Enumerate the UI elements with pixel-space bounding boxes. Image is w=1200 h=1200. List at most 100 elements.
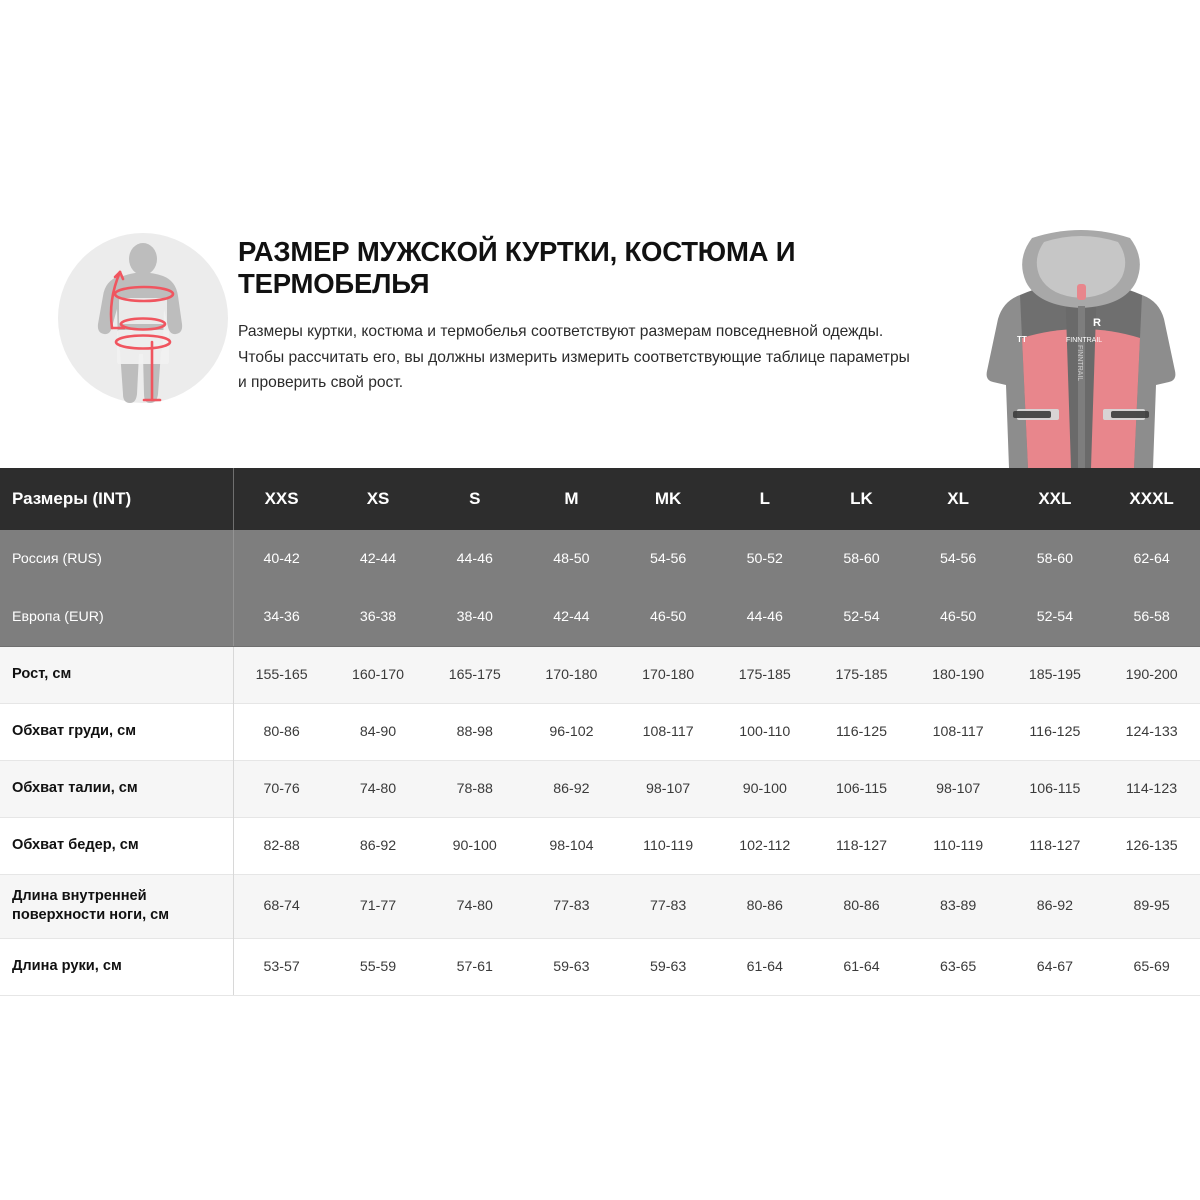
- cell-inseam-xxl: 86-92: [1006, 873, 1104, 938]
- cell-eur-xxl: 52-54: [1006, 588, 1104, 647]
- table-row-eur: Европа (EUR) 34-36 36-38 38-40 42-44 46-…: [0, 588, 1200, 647]
- cell-inseam-mk: 77-83: [619, 873, 717, 938]
- cell-hips-xl: 110-119: [909, 816, 1007, 874]
- cell-height-mk: 170-180: [619, 645, 717, 703]
- cell-height-xxs: 155-165: [233, 645, 330, 703]
- svg-text:FINNTRAIL: FINNTRAIL: [1066, 337, 1102, 344]
- svg-text:FINNTRAIL: FINNTRAIL: [1076, 345, 1083, 381]
- cell-chest-xxl: 116-125: [1006, 702, 1104, 760]
- cell-eur-mk: 46-50: [619, 588, 717, 647]
- cell-waist-l: 90-100: [716, 759, 814, 817]
- column-header-xs: XS: [366, 489, 390, 508]
- cell-chest-lk: 116-125: [813, 702, 910, 760]
- cell-hips-mk: 110-119: [619, 816, 717, 874]
- column-header-lk: LK: [850, 489, 873, 508]
- cell-eur-m: 42-44: [523, 588, 620, 647]
- cell-chest-xs: 84-90: [329, 702, 427, 760]
- cell-arm-xxl: 64-67: [1006, 937, 1104, 996]
- row-label-height: Рост, см: [0, 645, 234, 703]
- body-measurement-icon: [57, 232, 229, 404]
- cell-hips-lk: 118-127: [813, 816, 910, 874]
- cell-height-m: 170-180: [523, 645, 620, 703]
- cell-hips-xxxl: 126-135: [1103, 816, 1200, 874]
- table-row-hips: Обхват бедер, см 82-88 86-92 90-100 98-1…: [0, 816, 1200, 874]
- cell-arm-s: 57-61: [426, 937, 524, 996]
- cell-arm-xxs: 53-57: [233, 937, 330, 996]
- cell-inseam-lk: 80-86: [813, 873, 910, 938]
- table-body: Россия (RUS) 40-42 42-44 44-46 48-50 54-…: [0, 530, 1200, 996]
- cell-chest-xl: 108-117: [909, 702, 1007, 760]
- table-row-rus: Россия (RUS) 40-42 42-44 44-46 48-50 54-…: [0, 530, 1200, 588]
- cell-waist-s: 78-88: [426, 759, 524, 817]
- svg-text:TT: TT: [1017, 335, 1027, 344]
- cell-waist-xs: 74-80: [329, 759, 427, 817]
- cell-inseam-xl: 83-89: [909, 873, 1007, 938]
- table-row-waist: Обхват талии, см 70-76 74-80 78-88 86-92…: [0, 759, 1200, 817]
- size-chart-table: Размеры (INT) XXS XS S M MK L LK XL XXL …: [0, 468, 1200, 996]
- column-header-xxl: XXL: [1038, 489, 1072, 508]
- cell-rus-xxl: 58-60: [1036, 551, 1073, 567]
- cell-waist-xl: 98-107: [909, 759, 1007, 817]
- cell-rus-xs: 42-44: [359, 551, 397, 567]
- table-row-arm: Длина руки, см 53-57 55-59 57-61 59-63 5…: [0, 937, 1200, 996]
- cell-eur-xxxl: 56-58: [1103, 588, 1200, 647]
- cell-eur-xxs: 34-36: [233, 588, 330, 647]
- cell-eur-xl: 46-50: [909, 588, 1007, 647]
- cell-chest-s: 88-98: [426, 702, 524, 760]
- cell-waist-xxl: 106-115: [1006, 759, 1104, 817]
- cell-waist-lk: 106-115: [813, 759, 910, 817]
- row-label-inseam: Длина внутренней поверхности ноги, см: [0, 873, 234, 938]
- table-header-row: Размеры (INT) XXS XS S M MK L LK XL XXL …: [0, 468, 1200, 530]
- column-header-xxxl: XXXL: [1129, 489, 1174, 508]
- cell-arm-xs: 55-59: [329, 937, 427, 996]
- cell-height-xl: 180-190: [909, 645, 1007, 703]
- cell-rus-l: 50-52: [746, 551, 783, 567]
- cell-inseam-s: 74-80: [426, 873, 524, 938]
- cell-waist-mk: 98-107: [619, 759, 717, 817]
- cell-hips-l: 102-112: [716, 816, 814, 874]
- cell-chest-m: 96-102: [523, 702, 620, 760]
- cell-eur-l: 44-46: [716, 588, 814, 647]
- cell-height-xs: 160-170: [329, 645, 427, 703]
- cell-height-s: 165-175: [426, 645, 524, 703]
- cell-height-lk: 175-185: [813, 645, 910, 703]
- cell-inseam-xxs: 68-74: [233, 873, 330, 938]
- cell-hips-xs: 86-92: [329, 816, 427, 874]
- row-label-arm: Длина руки, см: [0, 937, 234, 996]
- column-header-mk: MK: [654, 489, 682, 508]
- row-label-hips: Обхват бедер, см: [0, 816, 234, 874]
- svg-text:R: R: [1093, 317, 1101, 329]
- cell-arm-xl: 63-65: [909, 937, 1007, 996]
- cell-chest-mk: 108-117: [619, 702, 717, 760]
- cell-inseam-xxxl: 89-95: [1103, 873, 1200, 938]
- row-label-rus: Россия (RUS): [0, 530, 234, 588]
- cell-eur-s: 38-40: [426, 588, 524, 647]
- cell-waist-xxs: 70-76: [233, 759, 330, 817]
- cell-height-xxxl: 190-200: [1103, 645, 1200, 703]
- cell-hips-s: 90-100: [426, 816, 524, 874]
- table-row-height: Рост, см 155-165 160-170 165-175 170-180…: [0, 645, 1200, 703]
- jacket-photo: R TT FINNTRAIL FINNTRAIL: [962, 218, 1200, 468]
- cell-rus-xl: 54-56: [940, 551, 977, 567]
- row-label-chest: Обхват груди, см: [0, 702, 234, 760]
- table-row-inseam: Длина внутренней поверхности ноги, см 68…: [0, 873, 1200, 938]
- column-header-xl: XL: [947, 489, 970, 508]
- cell-inseam-xs: 71-77: [329, 873, 427, 938]
- column-header-s: S: [469, 489, 481, 508]
- cell-eur-lk: 52-54: [813, 588, 910, 647]
- cell-hips-xxs: 82-88: [233, 816, 330, 874]
- cell-rus-lk: 58-60: [843, 551, 880, 567]
- cell-rus-xxxl: 62-64: [1133, 551, 1170, 567]
- cell-chest-xxxl: 124-133: [1103, 702, 1200, 760]
- cell-rus-xxs: 40-42: [263, 551, 300, 567]
- page-title: РАЗМЕР МУЖСКОЙ КУРТКИ, КОСТЮМА И ТЕРМОБЕ…: [238, 236, 796, 300]
- cell-inseam-l: 80-86: [716, 873, 814, 938]
- cell-arm-mk: 59-63: [619, 937, 717, 996]
- table-header: Размеры (INT) XXS XS S M MK L LK XL XXL …: [0, 468, 1200, 530]
- cell-hips-xxl: 118-127: [1006, 816, 1104, 874]
- cell-rus-m: 48-50: [553, 551, 590, 567]
- cell-chest-l: 100-110: [716, 702, 814, 760]
- hero-section: РАЗМЕР МУЖСКОЙ КУРТКИ, КОСТЮМА И ТЕРМОБЕ…: [0, 218, 1200, 468]
- cell-arm-lk: 61-64: [813, 937, 910, 996]
